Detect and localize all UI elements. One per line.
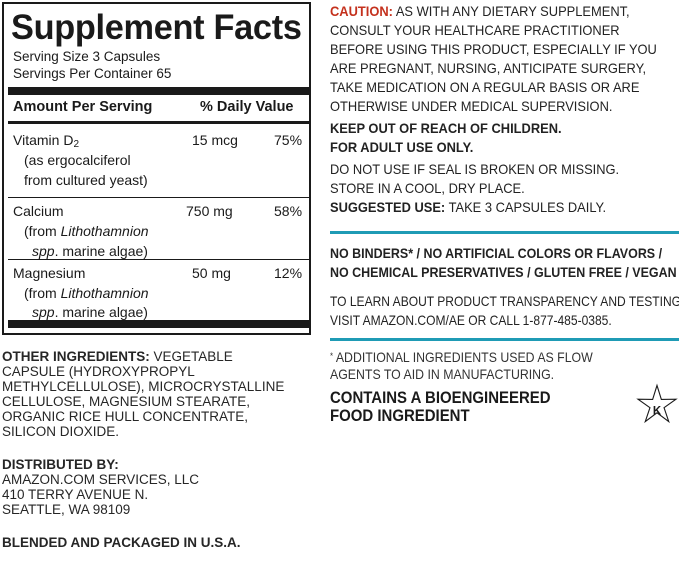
svg-text:K: K (653, 405, 662, 417)
